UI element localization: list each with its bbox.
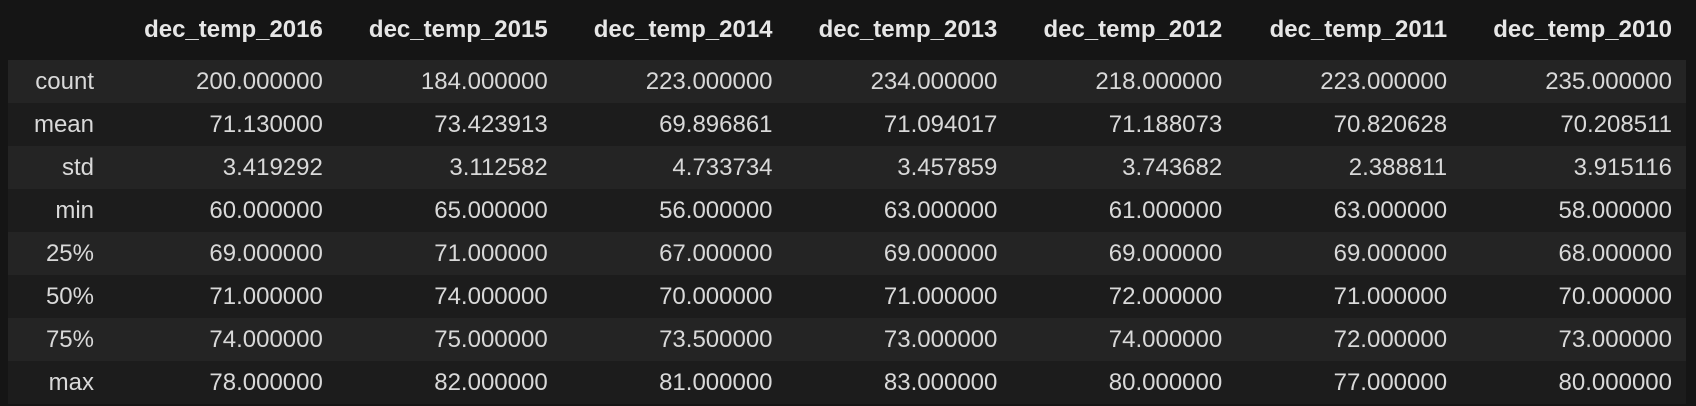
- table-row: 75% 74.000000 75.000000 73.500000 73.000…: [8, 318, 1686, 361]
- table-cell: 70.000000: [561, 275, 787, 318]
- table-cell: 56.000000: [561, 189, 787, 232]
- table-cell: 73.000000: [1461, 318, 1686, 361]
- table-cell: 63.000000: [1236, 189, 1462, 232]
- table-cell: 68.000000: [1461, 232, 1686, 275]
- table-row: 25% 69.000000 71.000000 67.000000 69.000…: [8, 232, 1686, 275]
- table-cell: 73.423913: [336, 103, 562, 146]
- table-cell: 2.388811: [1236, 146, 1462, 189]
- table-cell: 3.112582: [336, 146, 562, 189]
- table-cell: 200.000000: [112, 60, 337, 103]
- table-row: mean 71.130000 73.423913 69.896861 71.09…: [8, 103, 1686, 146]
- table-cell: 72.000000: [1236, 318, 1462, 361]
- index-header: [8, 0, 112, 60]
- table-cell: 235.000000: [1461, 60, 1686, 103]
- table-cell: 71.000000: [112, 275, 337, 318]
- table-cell: 218.000000: [1011, 60, 1237, 103]
- table-header: dec_temp_2016 dec_temp_2015 dec_temp_201…: [8, 0, 1686, 60]
- column-header: dec_temp_2011: [1236, 0, 1462, 60]
- table-cell: 73.500000: [561, 318, 787, 361]
- table-cell: 4.733734: [561, 146, 787, 189]
- table-row: min 60.000000 65.000000 56.000000 63.000…: [8, 189, 1686, 232]
- table-cell: 82.000000: [336, 361, 562, 404]
- column-header: dec_temp_2012: [1011, 0, 1237, 60]
- table-cell: 3.457859: [786, 146, 1012, 189]
- table-cell: 3.743682: [1011, 146, 1237, 189]
- table-row: std 3.419292 3.112582 4.733734 3.457859 …: [8, 146, 1686, 189]
- table-cell: 75.000000: [336, 318, 562, 361]
- table-cell: 58.000000: [1461, 189, 1686, 232]
- table-cell: 70.820628: [1236, 103, 1462, 146]
- column-header: dec_temp_2016: [112, 0, 337, 60]
- column-header: dec_temp_2014: [561, 0, 787, 60]
- row-label: std: [8, 146, 112, 189]
- table-cell: 78.000000: [112, 361, 337, 404]
- table-cell: 69.896861: [561, 103, 787, 146]
- row-label: min: [8, 189, 112, 232]
- table-cell: 71.000000: [786, 275, 1012, 318]
- table-cell: 184.000000: [336, 60, 562, 103]
- column-header: dec_temp_2015: [336, 0, 562, 60]
- table-cell: 3.419292: [112, 146, 337, 189]
- table-cell: 74.000000: [336, 275, 562, 318]
- table-cell: 69.000000: [1011, 232, 1237, 275]
- table-body: count 200.000000 184.000000 223.000000 2…: [8, 60, 1686, 404]
- table-cell: 223.000000: [1236, 60, 1462, 103]
- table-cell: 65.000000: [336, 189, 562, 232]
- column-header: dec_temp_2010: [1461, 0, 1686, 60]
- table-cell: 70.000000: [1461, 275, 1686, 318]
- table-cell: 67.000000: [561, 232, 787, 275]
- table-cell: 77.000000: [1236, 361, 1462, 404]
- table-cell: 70.208511: [1461, 103, 1686, 146]
- table-cell: 61.000000: [1011, 189, 1237, 232]
- table-cell: 63.000000: [786, 189, 1012, 232]
- table-cell: 69.000000: [112, 232, 337, 275]
- table-cell: 71.130000: [112, 103, 337, 146]
- header-row: dec_temp_2016 dec_temp_2015 dec_temp_201…: [8, 0, 1686, 60]
- row-label: mean: [8, 103, 112, 146]
- table-cell: 80.000000: [1011, 361, 1237, 404]
- row-label: 75%: [8, 318, 112, 361]
- table-cell: 71.000000: [1236, 275, 1462, 318]
- table-cell: 80.000000: [1461, 361, 1686, 404]
- table-cell: 71.000000: [336, 232, 562, 275]
- table-cell: 69.000000: [786, 232, 1012, 275]
- column-header: dec_temp_2013: [786, 0, 1012, 60]
- table-cell: 74.000000: [1011, 318, 1237, 361]
- table-row: max 78.000000 82.000000 81.000000 83.000…: [8, 361, 1686, 404]
- table-cell: 234.000000: [786, 60, 1012, 103]
- describe-dataframe: dec_temp_2016 dec_temp_2015 dec_temp_201…: [8, 0, 1686, 404]
- table-cell: 71.188073: [1011, 103, 1237, 146]
- table-cell: 74.000000: [112, 318, 337, 361]
- table-cell: 3.915116: [1461, 146, 1686, 189]
- table-cell: 71.094017: [786, 103, 1012, 146]
- row-label: count: [8, 60, 112, 103]
- row-label: max: [8, 361, 112, 404]
- row-label: 25%: [8, 232, 112, 275]
- table-cell: 69.000000: [1236, 232, 1462, 275]
- table-cell: 73.000000: [786, 318, 1012, 361]
- table-row: 50% 71.000000 74.000000 70.000000 71.000…: [8, 275, 1686, 318]
- table-cell: 81.000000: [561, 361, 787, 404]
- table-cell: 72.000000: [1011, 275, 1237, 318]
- table-row: count 200.000000 184.000000 223.000000 2…: [8, 60, 1686, 103]
- table-cell: 223.000000: [561, 60, 787, 103]
- row-label: 50%: [8, 275, 112, 318]
- table-cell: 83.000000: [786, 361, 1012, 404]
- table-cell: 60.000000: [112, 189, 337, 232]
